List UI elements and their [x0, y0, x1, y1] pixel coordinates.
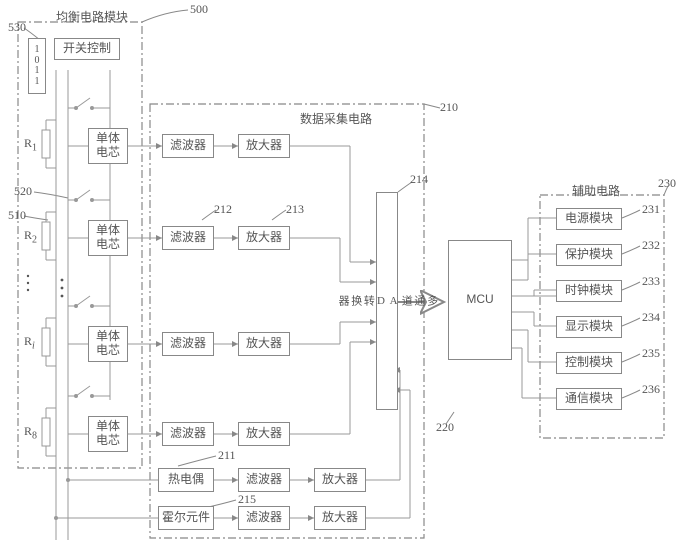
ref-211: 211	[218, 448, 236, 463]
cell-1: 单体 电芯	[88, 128, 128, 164]
ref-215: 215	[238, 492, 256, 507]
amp-1: 放大器	[238, 134, 290, 158]
hall-box: 霍尔元件	[158, 506, 214, 530]
ref-500: 500	[190, 2, 208, 17]
ref-235: 235	[642, 346, 660, 361]
amp-i: 放大器	[238, 332, 290, 356]
amp-thermo: 放大器	[314, 468, 366, 492]
filter-hall: 滤波器	[238, 506, 290, 530]
aux-psu: 电源模块	[556, 208, 622, 230]
ref-212: 212	[214, 202, 232, 217]
amp-2: 放大器	[238, 226, 290, 250]
filter-2: 滤波器	[162, 226, 214, 250]
switch-control-box: 开关控制	[54, 38, 120, 60]
amp-8: 放大器	[238, 422, 290, 446]
cell-2: 单体 电芯	[88, 220, 128, 256]
filter-thermo: 滤波器	[238, 468, 290, 492]
cell-8: 单体 电芯	[88, 416, 128, 452]
r1-label: R1	[24, 136, 37, 153]
aux-clock: 时钟模块	[556, 280, 622, 302]
ref-230: 230	[658, 176, 676, 191]
ref-231: 231	[642, 202, 660, 217]
switch-bits-box: 1 0 1 1	[28, 38, 46, 94]
ref-220: 220	[436, 420, 454, 435]
aux-disp: 显示模块	[556, 316, 622, 338]
ref-520: 520	[14, 184, 32, 199]
aux-comm: 通信模块	[556, 388, 622, 410]
filter-i: 滤波器	[162, 332, 214, 356]
ref-233: 233	[642, 274, 660, 289]
ref-510: 510	[8, 208, 26, 223]
adc-label: 多 通 道 A D 转 换 器	[336, 295, 437, 308]
title-balance: 均衡电路模块	[56, 8, 128, 25]
title-dataacq: 数据采集电路	[300, 110, 372, 127]
r2-label: R2	[24, 228, 37, 245]
r8-label: R8	[24, 424, 37, 441]
amp-hall: 放大器	[314, 506, 366, 530]
ref-236: 236	[642, 382, 660, 397]
ri-label: Ri	[24, 334, 35, 351]
ref-234: 234	[642, 310, 660, 325]
ref-214: 214	[410, 172, 428, 187]
mcu-box: MCU	[448, 240, 512, 360]
aux-prot: 保护模块	[556, 244, 622, 266]
title-aux: 辅助电路	[572, 182, 620, 199]
cell-i: 单体 电芯	[88, 326, 128, 362]
thermocouple-box: 热电偶	[158, 468, 214, 492]
filter-1: 滤波器	[162, 134, 214, 158]
filter-8: 滤波器	[162, 422, 214, 446]
aux-ctrl: 控制模块	[556, 352, 622, 374]
ref-232: 232	[642, 238, 660, 253]
ref-530: 530	[8, 20, 26, 35]
diagram-wires	[0, 0, 676, 544]
ref-210: 210	[440, 100, 458, 115]
ref-213: 213	[286, 202, 304, 217]
adc-box: 多 通 道 A D 转 换 器	[376, 192, 398, 410]
